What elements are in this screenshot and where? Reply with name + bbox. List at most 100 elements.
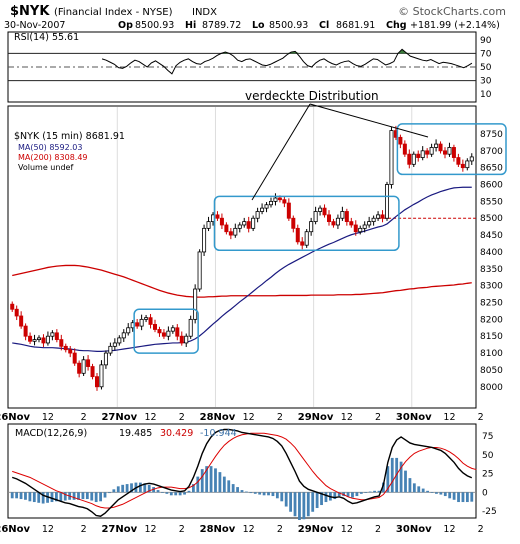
x-tick-label-3: 27Nov <box>101 412 137 423</box>
macd-histogram-bar <box>457 492 460 503</box>
annotation-arrow-left <box>251 103 311 201</box>
candle-body <box>340 211 345 219</box>
macd-histogram-bar <box>404 470 407 493</box>
macd-histogram-bar <box>94 492 98 503</box>
candle-body <box>215 214 220 219</box>
macd-histogram-bar <box>116 486 120 493</box>
candle-body <box>309 221 314 233</box>
candle-body <box>188 318 193 337</box>
ohlc-value-0: 8500.93 <box>135 20 174 31</box>
macd-histogram-bar <box>271 492 275 497</box>
macd-histogram-bar <box>174 492 178 496</box>
candle-body <box>112 342 117 347</box>
watermark: © StockCharts.com <box>398 5 506 18</box>
candle-body <box>353 224 358 233</box>
candle-body <box>411 153 416 165</box>
candle-body <box>152 324 157 330</box>
candle-body <box>335 217 340 226</box>
candle-body <box>135 322 140 327</box>
macd-x-tick-label-8: 2 <box>277 524 283 535</box>
ohlc-value-1: 8789.72 <box>202 20 241 31</box>
macd-histogram-bar <box>72 492 76 500</box>
macd-histogram-bar <box>240 490 244 493</box>
candle-body <box>362 224 367 229</box>
macd-histogram-bar <box>200 469 204 493</box>
candle-body <box>170 327 175 332</box>
ohlc-value-2: 8500.93 <box>269 20 308 31</box>
macd-tick-label-4: 75 <box>482 432 493 442</box>
candle-body <box>242 221 247 226</box>
candle-body <box>19 315 24 327</box>
candle-body <box>14 308 19 317</box>
macd-histogram-bar <box>37 492 41 503</box>
macd-histogram-bar <box>275 492 279 499</box>
candle-body <box>41 337 46 344</box>
price-tick-label-12: 8600 <box>480 181 503 191</box>
x-tick-label-0: 26Nov <box>0 412 31 423</box>
macd-histogram-bar <box>99 492 102 502</box>
candle-body <box>282 199 287 204</box>
macd-histogram-bar <box>147 484 151 493</box>
x-tick-label-6: 28Nov <box>200 412 236 423</box>
candle-body <box>326 214 331 223</box>
price-tick-label-6: 8300 <box>480 282 503 292</box>
candle-body <box>442 150 447 155</box>
candle-body <box>86 359 91 367</box>
candle-body <box>384 184 389 219</box>
macd-histogram-bar <box>359 492 363 494</box>
macd-histogram-bar <box>81 492 85 500</box>
ohlc-readout: Op 8500.93 Hi 8789.72 Lo 8500.93 Cl 8681.91 Chg +… <box>118 20 500 31</box>
candle-body <box>166 330 171 337</box>
candle-body <box>184 335 189 344</box>
macd-histogram-bar <box>138 482 142 493</box>
candle-body <box>224 224 229 233</box>
price-tick-label-11: 8550 <box>480 197 503 207</box>
price-tick-label-10: 8500 <box>480 214 503 224</box>
macd-histogram-bar <box>245 491 248 493</box>
candle-body <box>10 303 15 310</box>
macd-histogram-bar <box>222 476 226 493</box>
candle-body <box>251 217 256 229</box>
candle-body <box>389 130 394 185</box>
macd-histogram-bar <box>368 491 372 493</box>
candle-body <box>246 221 251 229</box>
x-tick-label-10: 12 <box>341 412 353 423</box>
candle-body <box>90 366 95 378</box>
macd-x-tick-label-11: 2 <box>375 524 381 535</box>
candle-body <box>161 332 166 337</box>
macd-histogram-bar <box>315 492 319 509</box>
candle-body <box>434 143 439 148</box>
candle-body <box>371 217 376 223</box>
candle-body <box>139 318 144 327</box>
candle-body <box>179 335 184 344</box>
macd-histogram-bar <box>19 492 23 500</box>
candle-body <box>376 214 381 219</box>
rsi-tick-label-2: 50 <box>480 63 492 73</box>
macd-layer: -25 0 25 50 75 <box>8 428 497 520</box>
x-tick-label-2: 2 <box>81 412 87 423</box>
x-tick-label-11: 2 <box>375 412 381 423</box>
price-tick-label-13: 8650 <box>480 164 503 174</box>
candle-body <box>451 147 456 158</box>
macd-histogram-bar <box>289 492 293 512</box>
macd-histogram-bar <box>178 492 182 496</box>
macd-histogram-bar <box>320 492 323 506</box>
price-tick-label-2: 8100 <box>480 349 503 359</box>
candle-body <box>175 327 180 337</box>
chart-date: 30-Nov-2007 <box>4 20 65 31</box>
x-tick-label-1: 12 <box>42 412 54 423</box>
macd-histogram-bar <box>10 492 14 499</box>
price-tick-label-4: 8200 <box>480 315 503 325</box>
macd-histogram-bar <box>430 492 434 493</box>
price-tick-label-8: 8400 <box>480 248 503 258</box>
macd-x-tick-label-14: 2 <box>478 524 484 535</box>
price-tick-label-7: 8350 <box>480 265 503 275</box>
macd-histogram-bar <box>32 492 36 503</box>
candle-body <box>260 207 265 212</box>
ohlc-label-3: Cl <box>319 20 329 31</box>
macd-histogram-bar <box>24 492 27 500</box>
candle-body <box>313 211 318 223</box>
candle-body <box>95 376 100 388</box>
macd-histogram-bar <box>165 492 169 494</box>
macd-histogram-bar <box>41 492 45 504</box>
